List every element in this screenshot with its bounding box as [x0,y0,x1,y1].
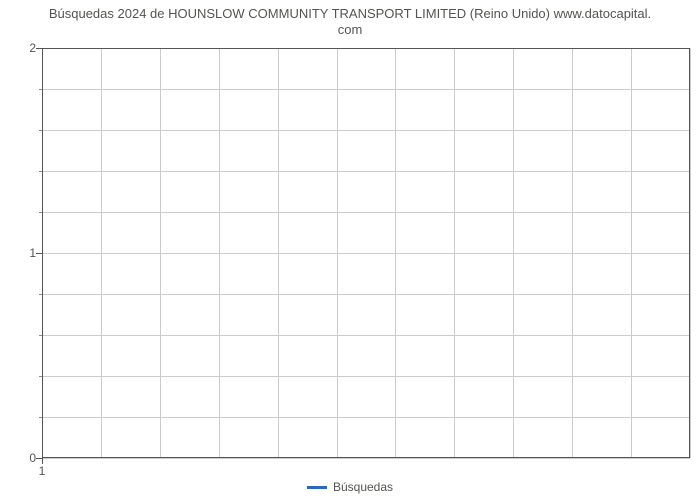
gridline-horizontal [42,171,690,172]
gridline-horizontal [42,294,690,295]
ytick-minor [39,335,42,336]
legend-label: Búsquedas [333,480,393,494]
gridline-horizontal [42,417,690,418]
chart-container: Búsquedas 2024 de HOUNSLOW COMMUNITY TRA… [0,0,700,500]
plot: 0121 [42,48,690,458]
chart-title-line2: com [338,22,363,37]
gridline-vertical [690,48,691,458]
axis-border-left [42,48,43,458]
ytick-mark [36,253,42,254]
legend: Búsquedas [0,480,700,494]
gridline-horizontal [42,89,690,90]
gridline-horizontal [42,130,690,131]
legend-swatch [307,486,327,489]
ytick-minor [39,130,42,131]
ytick-label: 0 [29,451,36,465]
xtick-label: 1 [39,464,46,478]
gridline-horizontal [42,253,690,254]
chart-title-line1: Búsquedas 2024 de HOUNSLOW COMMUNITY TRA… [49,6,651,21]
ytick-mark [36,48,42,49]
plot-area: 0121 [42,48,690,458]
ytick-minor [39,212,42,213]
axis-border-top [42,48,690,49]
gridline-horizontal [42,335,690,336]
axis-border-bottom [42,457,690,458]
axis-border-right [689,48,690,458]
gridline-horizontal [42,458,690,459]
ytick-minor [39,376,42,377]
chart-title: Búsquedas 2024 de HOUNSLOW COMMUNITY TRA… [0,6,700,39]
ytick-label: 1 [29,246,36,260]
ytick-minor [39,417,42,418]
gridline-horizontal [42,376,690,377]
ytick-minor [39,89,42,90]
ytick-label: 2 [29,41,36,55]
gridline-horizontal [42,212,690,213]
ytick-minor [39,171,42,172]
ytick-minor [39,294,42,295]
